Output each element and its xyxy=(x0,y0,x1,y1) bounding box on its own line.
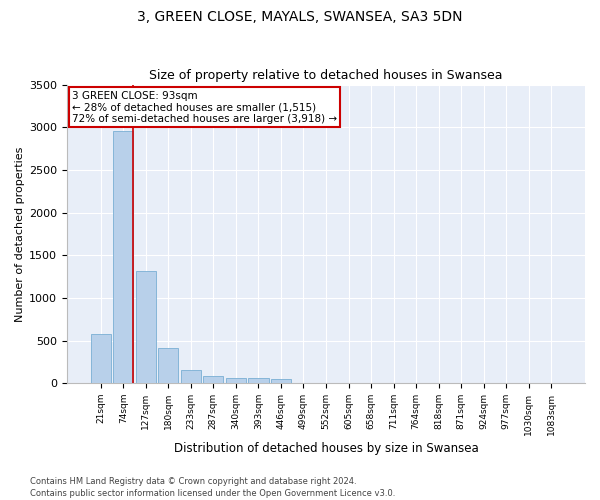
Y-axis label: Number of detached properties: Number of detached properties xyxy=(15,146,25,322)
Bar xyxy=(136,271,156,383)
Text: Contains HM Land Registry data © Crown copyright and database right 2024.
Contai: Contains HM Land Registry data © Crown c… xyxy=(30,476,395,498)
X-axis label: Distribution of detached houses by size in Swansea: Distribution of detached houses by size … xyxy=(173,442,478,455)
Title: Size of property relative to detached houses in Swansea: Size of property relative to detached ho… xyxy=(149,69,503,82)
Bar xyxy=(158,348,178,383)
Text: 3, GREEN CLOSE, MAYALS, SWANSEA, SA3 5DN: 3, GREEN CLOSE, MAYALS, SWANSEA, SA3 5DN xyxy=(137,10,463,24)
Text: 3 GREEN CLOSE: 93sqm
← 28% of detached houses are smaller (1,515)
72% of semi-de: 3 GREEN CLOSE: 93sqm ← 28% of detached h… xyxy=(72,90,337,124)
Bar xyxy=(91,334,111,383)
Bar xyxy=(203,376,223,383)
Bar xyxy=(248,378,269,383)
Bar xyxy=(271,379,291,383)
Bar xyxy=(226,378,246,383)
Bar xyxy=(181,370,201,383)
Bar xyxy=(113,130,133,383)
